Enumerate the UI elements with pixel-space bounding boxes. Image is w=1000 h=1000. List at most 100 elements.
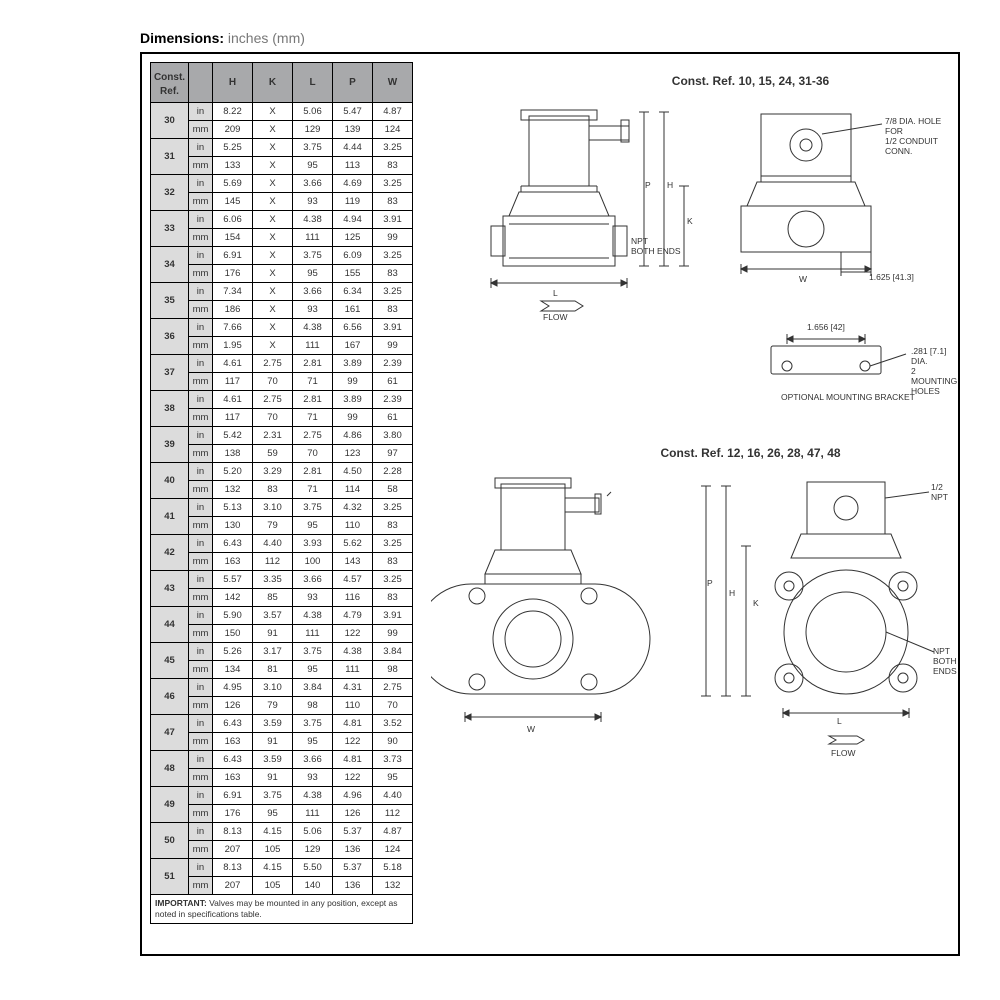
unit-cell: mm (189, 553, 213, 571)
value-cell: 5.62 (333, 535, 373, 553)
value-cell: 2.75 (293, 427, 333, 445)
value-cell: 139 (333, 121, 373, 139)
value-cell: 7.34 (213, 283, 253, 301)
unit-cell: in (189, 787, 213, 805)
value-cell: 4.40 (373, 787, 413, 805)
value-cell: 3.89 (333, 391, 373, 409)
value-cell: 111 (293, 337, 333, 355)
cap-npt: NPTBOTH ENDS (631, 236, 681, 256)
value-cell: 61 (373, 373, 413, 391)
value-cell: 3.84 (293, 679, 333, 697)
value-cell: 3.66 (293, 571, 333, 589)
value-cell: 83 (373, 589, 413, 607)
diagrams-panel: Const. Ref. 10, 15, 24, 31-36 (431, 62, 950, 946)
value-cell: 93 (293, 589, 333, 607)
dim-K: K (687, 216, 693, 226)
diagram-title-bottom: Const. Ref. 12, 16, 26, 28, 47, 48 (551, 446, 950, 460)
value-cell: 176 (213, 805, 253, 823)
diagram-bottom-svg (431, 468, 961, 828)
value-cell: 4.94 (333, 211, 373, 229)
value-cell: 79 (253, 697, 293, 715)
value-cell: 3.17 (253, 643, 293, 661)
value-cell: 93 (293, 193, 333, 211)
value-cell: 154 (213, 229, 253, 247)
value-cell: 4.38 (293, 211, 333, 229)
value-cell: 4.38 (333, 643, 373, 661)
unit-cell: in (189, 103, 213, 121)
unit-cell: mm (189, 733, 213, 751)
unit-cell: in (189, 859, 213, 877)
value-cell: 4.38 (293, 607, 333, 625)
value-cell: 95 (253, 805, 293, 823)
value-cell: 5.18 (373, 859, 413, 877)
unit-cell: mm (189, 625, 213, 643)
value-cell: 4.81 (333, 715, 373, 733)
value-cell: 138 (213, 445, 253, 463)
value-cell: 119 (333, 193, 373, 211)
value-cell: 132 (373, 877, 413, 895)
unit-cell: in (189, 535, 213, 553)
value-cell: 95 (373, 769, 413, 787)
value-cell: 70 (253, 373, 293, 391)
unit-cell: mm (189, 841, 213, 859)
unit-cell: in (189, 247, 213, 265)
value-cell: X (253, 319, 293, 337)
value-cell: 2.75 (253, 391, 293, 409)
unit-cell: mm (189, 229, 213, 247)
dim-K-b: K (753, 598, 759, 608)
table-header: Const.Ref. H K L P W (151, 63, 413, 103)
table-ref-cell: 32 (151, 175, 189, 211)
unit-cell: mm (189, 373, 213, 391)
value-cell: 3.75 (293, 643, 333, 661)
value-cell: 3.75 (253, 787, 293, 805)
value-cell: 3.10 (253, 679, 293, 697)
value-cell: 3.93 (293, 535, 333, 553)
unit-cell: mm (189, 481, 213, 499)
unit-cell: mm (189, 769, 213, 787)
unit-cell: in (189, 823, 213, 841)
value-cell: 5.42 (213, 427, 253, 445)
value-cell: 83 (373, 301, 413, 319)
value-cell: 79 (253, 517, 293, 535)
value-cell: X (253, 121, 293, 139)
value-cell: 3.75 (293, 139, 333, 157)
value-cell: 163 (213, 733, 253, 751)
diagram-title-top: Const. Ref. 10, 15, 24, 31-36 (551, 74, 950, 88)
value-cell: 2.81 (293, 355, 333, 373)
cap-npt-b: NPTBOTH ENDS (933, 646, 957, 676)
value-cell: 150 (213, 625, 253, 643)
value-cell: 83 (373, 265, 413, 283)
value-cell: X (253, 265, 293, 283)
value-cell: 117 (213, 373, 253, 391)
value-cell: 125 (333, 229, 373, 247)
value-cell: X (253, 229, 293, 247)
value-cell: 111 (293, 625, 333, 643)
value-cell: 167 (333, 337, 373, 355)
value-cell: 5.13 (213, 499, 253, 517)
value-cell: 124 (373, 121, 413, 139)
value-cell: 83 (373, 157, 413, 175)
th-H: H (213, 63, 253, 103)
value-cell: 4.61 (213, 355, 253, 373)
value-cell: 3.59 (253, 751, 293, 769)
table-ref-cell: 34 (151, 247, 189, 283)
value-cell: 4.87 (373, 103, 413, 121)
table-ref-cell: 43 (151, 571, 189, 607)
value-cell: X (253, 337, 293, 355)
value-cell: 3.89 (333, 355, 373, 373)
table-ref-cell: 44 (151, 607, 189, 643)
value-cell: 113 (333, 157, 373, 175)
cap-hole: 7/8 DIA. HOLE FOR1/2 CONDUIT CONN. (885, 116, 950, 156)
dim-P-b: P (707, 578, 713, 588)
dim-H: H (667, 180, 673, 190)
cap-flow: FLOW (543, 312, 568, 322)
value-cell: 3.84 (373, 643, 413, 661)
value-cell: 129 (293, 121, 333, 139)
dim-W-b: W (527, 724, 535, 734)
value-cell: 3.25 (373, 535, 413, 553)
value-cell: 3.91 (373, 319, 413, 337)
value-cell: 95 (293, 265, 333, 283)
value-cell: 3.52 (373, 715, 413, 733)
value-cell: X (253, 211, 293, 229)
unit-cell: mm (189, 517, 213, 535)
